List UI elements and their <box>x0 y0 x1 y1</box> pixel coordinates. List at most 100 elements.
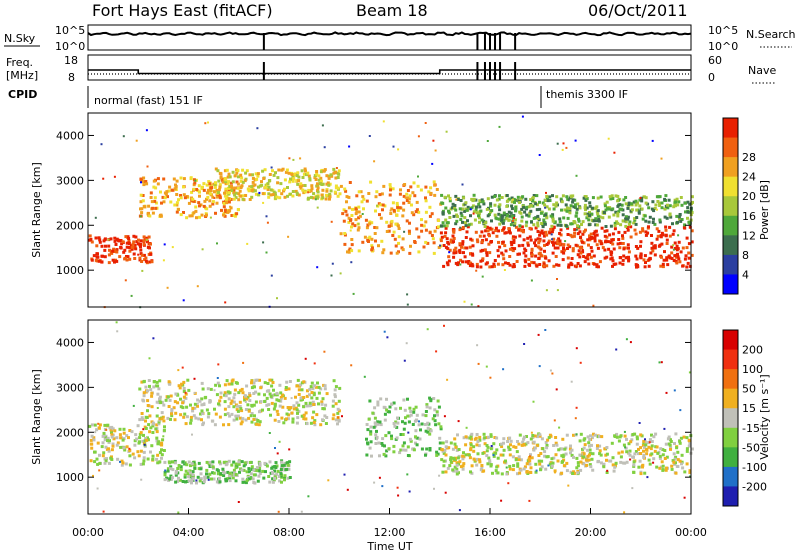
heatmap-cell <box>561 258 565 262</box>
heatmap-cell <box>182 387 186 390</box>
heatmap-cell <box>538 233 542 237</box>
heatmap-cell <box>582 446 586 450</box>
heatmap-cell <box>292 177 296 181</box>
heatmap-cell <box>511 219 514 222</box>
heatmap-cell <box>311 196 315 200</box>
heatmap-cell <box>396 208 400 212</box>
heatmap-cell <box>244 408 248 411</box>
heatmap-cell <box>197 184 201 188</box>
heatmap-cell <box>155 457 159 461</box>
heatmap-cell <box>621 242 625 245</box>
heatmap-cell <box>224 187 228 191</box>
heatmap-cell <box>140 380 144 384</box>
heatmap-cell <box>270 384 274 388</box>
heatmap-cell <box>618 246 622 250</box>
heatmap-cell <box>374 239 377 243</box>
heatmap-cell <box>503 244 507 248</box>
heatmap-cell <box>452 214 456 218</box>
heatmap-cell <box>626 243 630 247</box>
heatmap-cell <box>507 210 511 214</box>
heatmap-cell <box>432 241 436 245</box>
heatmap-cell <box>596 196 600 200</box>
heatmap-cell <box>292 172 296 176</box>
heatmap-cell <box>628 449 632 453</box>
heatmap-cell <box>389 209 392 212</box>
heatmap-cell <box>535 194 539 198</box>
heatmap-cell <box>167 189 171 193</box>
heatmap-cell <box>475 457 479 461</box>
heatmap-cell <box>654 432 658 436</box>
heatmap-cell <box>208 182 212 186</box>
heatmap-cell <box>592 432 595 436</box>
heatmap-cell <box>579 460 583 464</box>
heatmap-cell <box>521 243 525 247</box>
heatmap-cell <box>471 244 475 248</box>
heatmap-cell <box>198 194 201 198</box>
heatmap-cell <box>384 454 388 458</box>
heatmap-cell <box>323 168 327 172</box>
heatmap-cell <box>492 442 496 446</box>
heatmap-cell <box>283 474 287 478</box>
heatmap-cell <box>653 253 657 257</box>
heatmap-cell <box>184 469 188 473</box>
heatmap-cell <box>615 348 618 351</box>
heatmap-cell <box>651 139 654 142</box>
heatmap-cell <box>379 397 383 401</box>
heatmap-cell <box>139 252 143 256</box>
heatmap-cell <box>192 414 196 418</box>
heatmap-cell <box>549 369 552 372</box>
heatmap-cell <box>579 236 583 240</box>
heatmap-cell <box>142 242 146 246</box>
heatmap-cell <box>97 426 101 430</box>
heatmap-cell <box>253 183 257 187</box>
heatmap-cell <box>509 439 513 443</box>
heatmap-cell <box>617 238 621 241</box>
heatmap-cell <box>163 196 167 200</box>
heatmap-cell <box>554 441 558 445</box>
heatmap-cell <box>672 229 676 233</box>
heatmap-cell <box>265 215 268 218</box>
heatmap-cell <box>302 413 306 417</box>
heatmap-cell <box>646 231 650 235</box>
heatmap-cell <box>680 462 683 466</box>
heatmap-cell <box>146 404 150 407</box>
heatmap-cell <box>625 460 629 464</box>
heatmap-cell <box>456 433 459 437</box>
heatmap-cell <box>529 455 531 458</box>
heatmap-cell <box>581 250 585 254</box>
heatmap-cell <box>279 391 283 395</box>
heatmap-cell <box>569 195 573 199</box>
heatmap-cell <box>366 223 370 227</box>
heatmap-cell <box>374 195 378 199</box>
heatmap-cell <box>279 182 283 186</box>
heatmap-cell <box>130 430 134 434</box>
heatmap-cell <box>373 421 377 425</box>
heatmap-cell <box>627 259 631 263</box>
heatmap-cell <box>431 162 434 165</box>
heatmap-cell <box>308 393 311 397</box>
heatmap-cell <box>639 452 643 455</box>
heatmap-cell <box>239 407 243 411</box>
heatmap-cell <box>216 169 220 173</box>
heatmap-cell <box>237 198 241 202</box>
heatmap-cell <box>311 387 315 391</box>
heatmap-cell <box>376 204 378 207</box>
heatmap-cell <box>329 189 333 193</box>
heatmap-cell <box>472 193 476 197</box>
heatmap-cell <box>128 447 131 450</box>
heatmap-cell <box>336 176 340 179</box>
heatmap-cell <box>155 423 159 427</box>
heatmap-cell <box>451 202 455 206</box>
heatmap-cell <box>625 226 629 229</box>
heatmap-cell <box>627 250 631 254</box>
heatmap-cell <box>470 206 474 210</box>
heatmap-cell <box>490 265 494 269</box>
heatmap-cell <box>128 257 132 261</box>
heatmap-cell <box>299 398 303 402</box>
heatmap-cell <box>560 208 563 212</box>
heatmap-cell <box>596 214 600 218</box>
heatmap-cell <box>598 260 602 264</box>
heatmap-cell <box>152 185 156 189</box>
heatmap-cell <box>442 244 446 247</box>
heatmap-cell <box>510 207 514 211</box>
